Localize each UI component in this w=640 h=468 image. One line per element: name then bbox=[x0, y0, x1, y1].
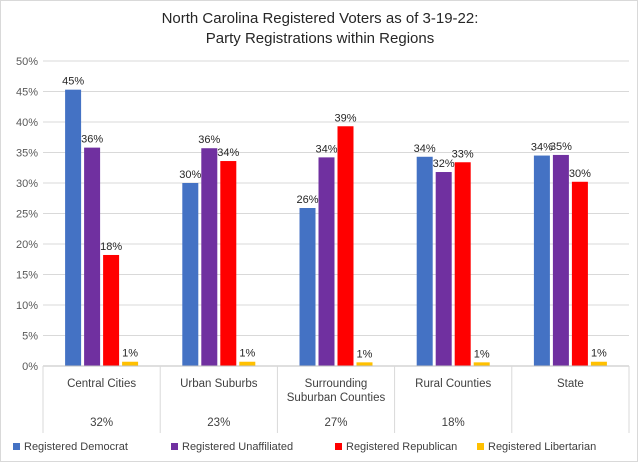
chart-title: North Carolina Registered Voters as of 3… bbox=[162, 10, 479, 47]
y-tick-label: 50% bbox=[16, 56, 38, 68]
bar bbox=[103, 254, 120, 366]
data-label: 1% bbox=[357, 348, 373, 360]
category-label: Central Cities bbox=[67, 378, 136, 390]
bar bbox=[473, 362, 490, 366]
category-label: State bbox=[557, 378, 584, 390]
bar bbox=[65, 89, 82, 367]
legend-item: Registered Democrat bbox=[13, 441, 128, 453]
y-tick-label: 40% bbox=[16, 117, 38, 129]
data-label: 1% bbox=[474, 348, 490, 360]
data-label: 34% bbox=[217, 147, 239, 159]
chart-title-line-1: North Carolina Registered Voters as of 3… bbox=[162, 10, 479, 27]
data-label: 32% bbox=[433, 158, 455, 170]
bar bbox=[201, 148, 218, 366]
legend-swatch bbox=[13, 443, 20, 450]
category-share: 23% bbox=[207, 417, 230, 429]
category-share: 27% bbox=[324, 417, 347, 429]
x-axis: Central Cities 32% Urban Suburbs 23% Surroun… bbox=[42, 365, 630, 433]
data-label: 35% bbox=[550, 141, 572, 153]
data-label: 36% bbox=[81, 134, 103, 146]
data-labels: 45%36%18%1%30%36%34%1%26%34%39%1%34%32%3… bbox=[62, 76, 607, 361]
y-tick-label: 45% bbox=[16, 87, 38, 99]
data-label: 45% bbox=[62, 76, 84, 88]
data-label: 1% bbox=[122, 348, 138, 360]
y-tick-label: 5% bbox=[22, 331, 38, 343]
legend-label: Registered Unaffiliated bbox=[182, 441, 293, 453]
category-label: Urban Suburbs bbox=[180, 378, 258, 390]
legend-label: Registered Republican bbox=[346, 441, 457, 453]
category-label: Rural Counties bbox=[415, 378, 491, 390]
legend-swatch bbox=[335, 443, 342, 450]
legend-swatch bbox=[171, 443, 178, 450]
bars bbox=[65, 89, 607, 367]
category-label: Suburban Counties bbox=[287, 392, 386, 404]
data-label: 34% bbox=[414, 143, 436, 155]
y-tick-label: 20% bbox=[16, 239, 38, 251]
legend-swatch bbox=[477, 443, 484, 450]
data-label: 18% bbox=[100, 241, 122, 253]
y-tick-label: 10% bbox=[16, 300, 38, 312]
data-label: 34% bbox=[315, 143, 337, 155]
data-label: 30% bbox=[569, 168, 591, 180]
category-share: 32% bbox=[90, 417, 113, 429]
data-label: 1% bbox=[591, 348, 607, 360]
bar bbox=[590, 361, 607, 366]
bar bbox=[533, 155, 550, 366]
category-label: Surrounding bbox=[305, 378, 368, 390]
chart-title-line-2: Party Registrations within Regions bbox=[206, 30, 434, 47]
category-share: 18% bbox=[442, 417, 465, 429]
data-label: 26% bbox=[296, 194, 318, 206]
legend: Registered Democrat Registered Unaffiliat… bbox=[13, 441, 596, 453]
bar bbox=[356, 362, 373, 366]
legend-item: Registered Republican bbox=[335, 441, 457, 453]
bar bbox=[122, 361, 139, 366]
bar bbox=[571, 181, 588, 366]
data-label: 1% bbox=[239, 348, 255, 360]
data-label: 30% bbox=[179, 169, 201, 181]
bar bbox=[552, 154, 569, 366]
data-label: 34% bbox=[531, 142, 553, 154]
legend-item: Registered Libertarian bbox=[477, 441, 596, 453]
legend-item: Registered Unaffiliated bbox=[171, 441, 293, 453]
y-tick-label: 0% bbox=[22, 361, 38, 373]
bar bbox=[220, 161, 237, 366]
bar bbox=[239, 361, 256, 366]
data-label: 33% bbox=[452, 148, 474, 160]
y-axis-ticks: 0% 5% 10% 15% 20% 25% 30% 35% 40% 45% 50% bbox=[16, 56, 38, 373]
data-label: 39% bbox=[334, 112, 356, 124]
y-tick-label: 30% bbox=[16, 178, 38, 190]
legend-label: Registered Democrat bbox=[24, 441, 128, 453]
bar bbox=[435, 172, 452, 366]
gridlines bbox=[43, 60, 629, 336]
bar bbox=[337, 126, 354, 367]
y-tick-label: 25% bbox=[16, 209, 38, 221]
bar bbox=[318, 157, 335, 366]
y-tick-label: 35% bbox=[16, 148, 38, 160]
bar bbox=[182, 183, 199, 366]
legend-label: Registered Libertarian bbox=[488, 441, 596, 453]
bar bbox=[299, 208, 316, 366]
data-label: 36% bbox=[198, 134, 220, 146]
bar bbox=[454, 162, 471, 366]
y-tick-label: 15% bbox=[16, 270, 38, 282]
bar bbox=[84, 147, 101, 366]
bar bbox=[416, 156, 433, 366]
